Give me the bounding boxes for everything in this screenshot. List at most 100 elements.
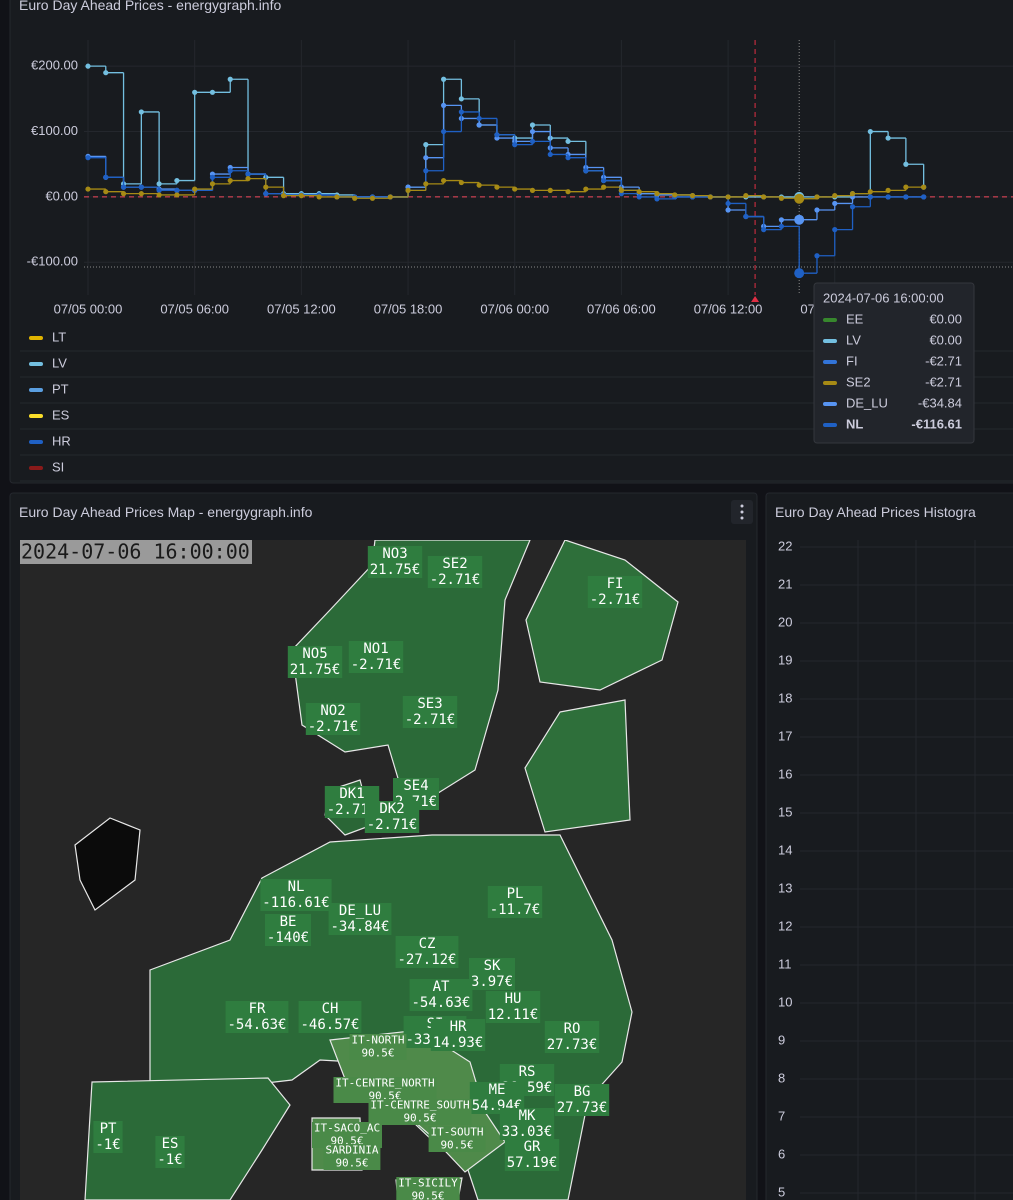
point	[85, 155, 90, 160]
tooltip-value: €0.00	[929, 311, 962, 326]
tooltip-name: FI	[846, 353, 858, 368]
point	[868, 194, 873, 199]
region-name: IT-SOUTH	[431, 1126, 484, 1139]
legend-swatch	[29, 440, 43, 444]
y-tick-label: €200.00	[31, 58, 78, 73]
point	[245, 171, 250, 176]
point	[761, 227, 766, 232]
point	[103, 189, 108, 194]
point	[530, 129, 535, 134]
x-tick-label: 07/05 06:00	[160, 301, 229, 316]
region-name: HR	[450, 1019, 467, 1035]
region-price: -1€	[157, 1152, 182, 1168]
region-name: DK1	[339, 786, 364, 802]
point	[530, 139, 535, 144]
panel	[766, 493, 1013, 1200]
region-price: 14.93€	[433, 1035, 484, 1051]
tooltip-name: SE2	[846, 374, 871, 389]
point	[814, 194, 819, 199]
region-label: NO521.75€	[288, 646, 342, 678]
point	[334, 194, 339, 199]
tooltip-value: €0.00	[929, 332, 962, 347]
point	[743, 214, 748, 219]
point	[174, 188, 179, 193]
region-price: -11.7€	[490, 902, 541, 918]
y-tick-label: €0.00	[45, 188, 78, 203]
y-tick-label: 17	[778, 728, 792, 743]
point	[779, 217, 784, 222]
point	[245, 176, 250, 181]
x-tick-label: 07/06 12:00	[694, 301, 763, 316]
region-name: IT-CENTRE_NORTH	[335, 1077, 434, 1090]
region-price: 90.5€	[411, 1190, 444, 1200]
region-label: HU12.11€	[486, 991, 540, 1023]
point	[868, 189, 873, 194]
point	[832, 201, 837, 206]
point	[565, 189, 570, 194]
map: 2024-07-06 16:00:00 NO321.75€SE2-2.71€FI…	[20, 540, 746, 1200]
y-tick-label: -€100.00	[27, 254, 78, 269]
region-label: FI-2.71€	[588, 576, 642, 608]
region-name: SARDINIA	[326, 1144, 379, 1157]
point	[352, 196, 357, 201]
region-price: -2.71€	[351, 657, 402, 673]
point	[637, 189, 642, 194]
point	[103, 175, 108, 180]
region-name: BG	[574, 1084, 591, 1100]
region-label: DK2-2.71€	[365, 801, 419, 833]
region-price: -1€	[95, 1137, 120, 1153]
point	[921, 194, 926, 199]
y-tick-label: 20	[778, 614, 792, 629]
region-name: ME	[489, 1082, 506, 1098]
point	[210, 175, 215, 180]
x-tick-label: 07/05 12:00	[267, 301, 336, 316]
y-tick-label: 18	[778, 690, 792, 705]
y-tick-label: 5	[778, 1184, 785, 1199]
legend-label: LT	[52, 329, 66, 344]
point	[121, 185, 126, 190]
tooltip-value: -€116.61	[911, 416, 962, 431]
point	[654, 196, 659, 201]
region-label: MK33.03€	[500, 1108, 554, 1140]
region-label: NO1-2.71€	[349, 641, 403, 673]
region-name: PL	[507, 886, 524, 902]
panel-title: Euro Day Ahead Prices Histogra	[775, 504, 976, 520]
point	[794, 215, 804, 225]
region-name: SK	[484, 958, 501, 974]
legend-label: PT	[52, 381, 69, 396]
region-price: -2.71€	[308, 719, 359, 735]
point	[814, 207, 819, 212]
point	[441, 129, 446, 134]
point	[903, 194, 908, 199]
region-name: BE	[280, 914, 297, 930]
point	[530, 122, 535, 127]
y-tick-label: 8	[778, 1070, 785, 1085]
region-name: ES	[162, 1136, 179, 1152]
point	[157, 192, 162, 197]
region-label: NL-116.61€	[260, 879, 331, 911]
legend-label: ES	[52, 407, 70, 422]
y-tick-label: 6	[778, 1146, 785, 1161]
region-name: IT-NORTH	[352, 1034, 405, 1047]
hist-title-wrap: Euro Day Ahead Prices Histogra	[775, 504, 976, 520]
y-tick-label: 11	[778, 956, 792, 971]
point	[672, 192, 677, 197]
region-price: -2.71€	[590, 592, 641, 608]
tooltip-swatch	[823, 318, 837, 322]
region-label: IT-SICILY90.5€	[396, 1177, 459, 1200]
point	[441, 103, 446, 108]
point	[405, 188, 410, 193]
point	[512, 186, 517, 191]
tooltip-swatch	[823, 339, 837, 343]
region-name: NO3	[382, 546, 407, 562]
region-label: IT-NORTH90.5€	[350, 1034, 407, 1061]
tooltip-value: -€2.71	[925, 353, 962, 368]
y-tick-label: 13	[778, 880, 792, 895]
region-label: SK3.97€	[469, 958, 515, 990]
point	[850, 204, 855, 209]
region-price: -116.61€	[262, 895, 329, 911]
region-price: -140€	[267, 930, 309, 946]
menu-icon[interactable]	[741, 505, 744, 520]
point	[174, 178, 179, 183]
tooltip-time: 2024-07-06 16:00:00	[823, 290, 944, 305]
